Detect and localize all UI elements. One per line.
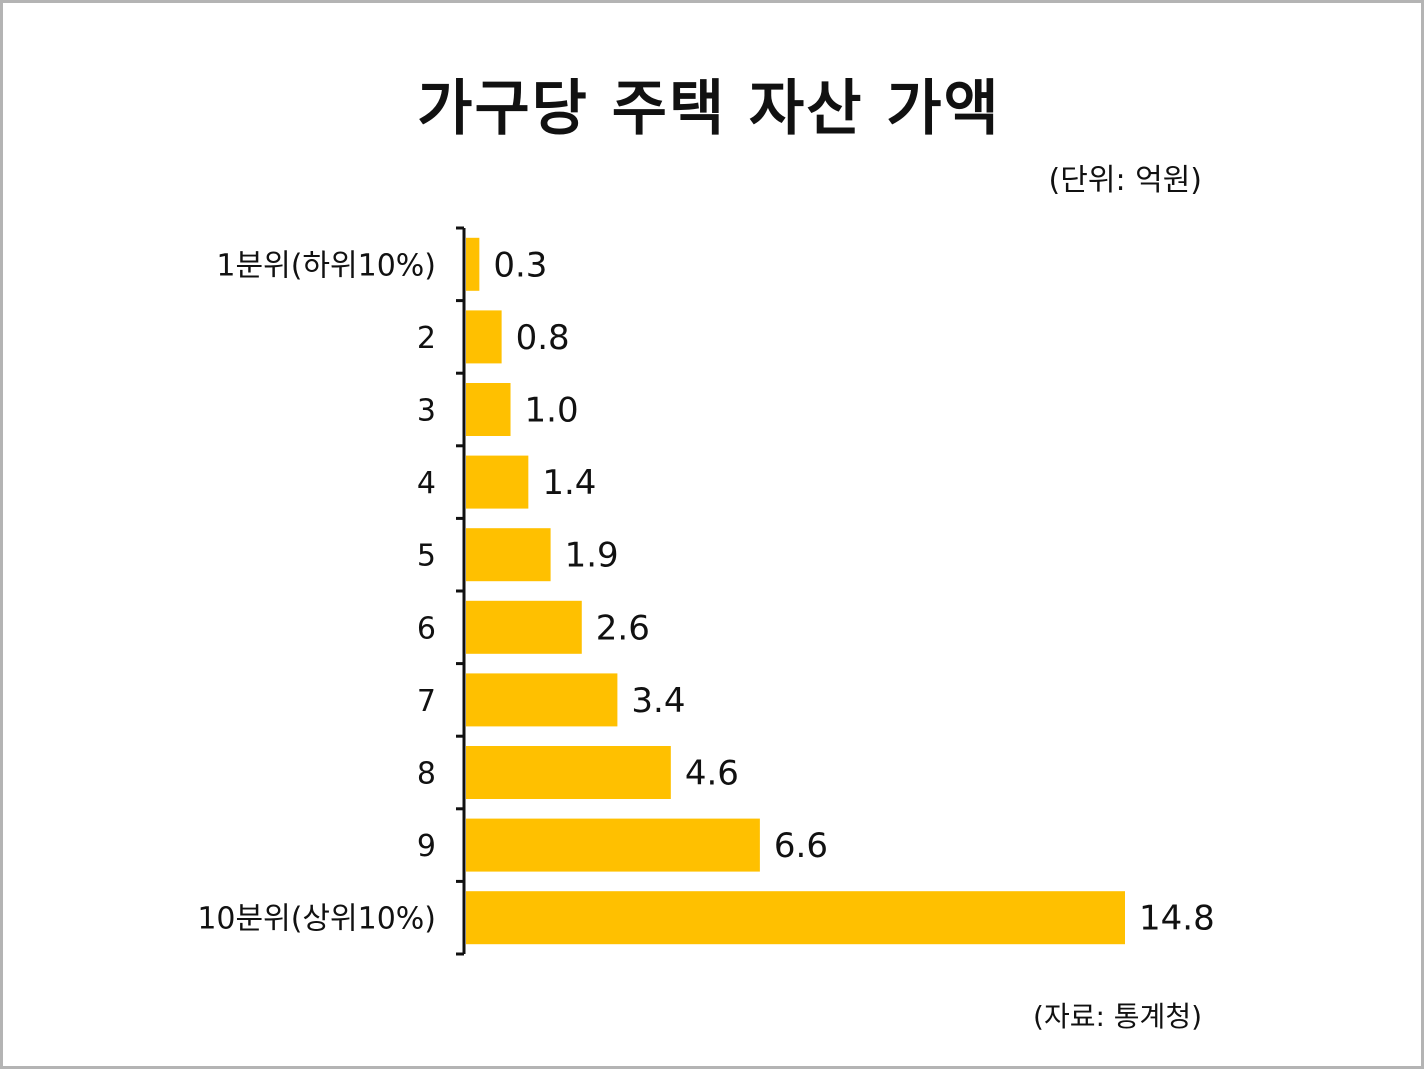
- value-label-3: 1.0: [525, 391, 579, 431]
- bar-5: [466, 528, 551, 582]
- bars-layer: [466, 237, 1125, 945]
- source-note: (자료: 통계청): [1033, 1000, 1202, 1033]
- value-label-2: 0.8: [516, 318, 570, 358]
- value-label-1: 0.3: [493, 245, 547, 285]
- category-label-10: 10분위(상위10%): [197, 902, 436, 937]
- category-label-1: 1분위(하위10%): [216, 248, 436, 283]
- bar-10: [466, 891, 1125, 945]
- bar-1: [466, 237, 480, 291]
- value-label-7: 3.4: [631, 681, 685, 721]
- bar-3: [466, 383, 511, 436]
- category-label-9: 9: [417, 829, 436, 864]
- category-axis: [456, 226, 466, 956]
- bar-9: [466, 818, 760, 872]
- category-label-3: 3: [417, 394, 436, 429]
- category-label-6: 6: [417, 611, 436, 646]
- category-label-2: 2: [417, 321, 436, 356]
- bar-4: [466, 455, 529, 509]
- unit-note: (단위: 억원): [1048, 163, 1202, 198]
- category-label-5: 5: [417, 539, 436, 574]
- category-label-8: 8: [417, 757, 436, 792]
- value-label-6: 2.6: [596, 608, 650, 648]
- value-label-5: 1.9: [565, 536, 619, 576]
- bar-8: [466, 746, 671, 799]
- value-label-4: 1.4: [542, 463, 596, 503]
- bar-6: [466, 600, 582, 654]
- value-label-9: 6.6: [774, 826, 828, 866]
- category-label-7: 7: [417, 684, 436, 719]
- chart-title: 가구당 주택 자산 가액: [417, 74, 1001, 144]
- labels-layer: 1분위(하위10%) 0.3 2 0.8 3 1.0 4 1.4 5 1.9 6 2.6 7 3.4 8 4.…: [197, 245, 1214, 938]
- value-label-10: 14.8: [1139, 899, 1215, 939]
- bar-7: [466, 673, 618, 727]
- category-label-4: 4: [417, 466, 436, 501]
- bar-2: [466, 310, 502, 364]
- value-label-8: 4.6: [685, 754, 739, 794]
